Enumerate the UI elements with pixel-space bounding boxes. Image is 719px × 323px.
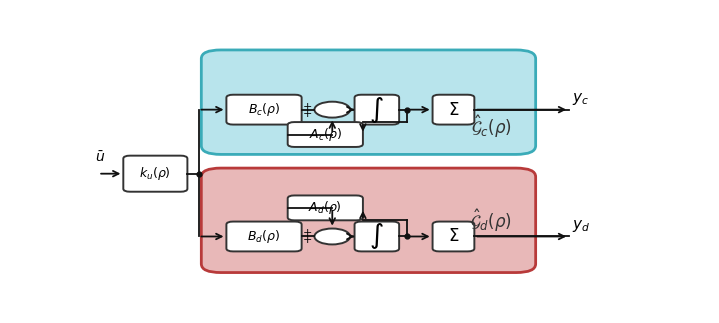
Circle shape [314, 229, 350, 245]
Text: $y_c$: $y_c$ [572, 91, 589, 107]
FancyBboxPatch shape [354, 95, 399, 125]
Text: $\hat{\mathcal{G}}_d(\rho)$: $\hat{\mathcal{G}}_d(\rho)$ [470, 207, 512, 234]
Text: +: + [303, 228, 313, 238]
Text: $\int$: $\int$ [370, 95, 384, 125]
Text: +: + [303, 102, 313, 112]
FancyBboxPatch shape [226, 95, 302, 125]
Text: $\int$: $\int$ [370, 222, 384, 251]
FancyBboxPatch shape [124, 156, 188, 192]
Text: $\Sigma$: $\Sigma$ [448, 227, 459, 245]
Text: +: + [303, 109, 313, 119]
Text: $k_u(\rho)$: $k_u(\rho)$ [139, 165, 171, 182]
Text: $y_d$: $y_d$ [572, 218, 590, 234]
FancyBboxPatch shape [288, 195, 363, 220]
Text: +: + [303, 235, 313, 245]
Text: $B_d(\rho)$: $B_d(\rho)$ [247, 228, 280, 245]
Text: $\Sigma$: $\Sigma$ [448, 101, 459, 119]
FancyBboxPatch shape [354, 222, 399, 251]
Text: $A_d(\rho)$: $A_d(\rho)$ [308, 199, 342, 216]
FancyBboxPatch shape [226, 222, 302, 251]
Text: $B_c(\rho)$: $B_c(\rho)$ [248, 101, 280, 118]
Text: $\hat{\mathcal{G}}_c(\rho)$: $\hat{\mathcal{G}}_c(\rho)$ [471, 114, 511, 141]
Circle shape [314, 102, 350, 118]
FancyBboxPatch shape [433, 95, 475, 125]
FancyBboxPatch shape [201, 50, 536, 154]
Text: $A_c(\rho)$: $A_c(\rho)$ [308, 126, 342, 143]
FancyBboxPatch shape [201, 168, 536, 273]
FancyBboxPatch shape [433, 222, 475, 251]
Text: $\bar{u}$: $\bar{u}$ [96, 150, 106, 165]
FancyBboxPatch shape [288, 122, 363, 147]
